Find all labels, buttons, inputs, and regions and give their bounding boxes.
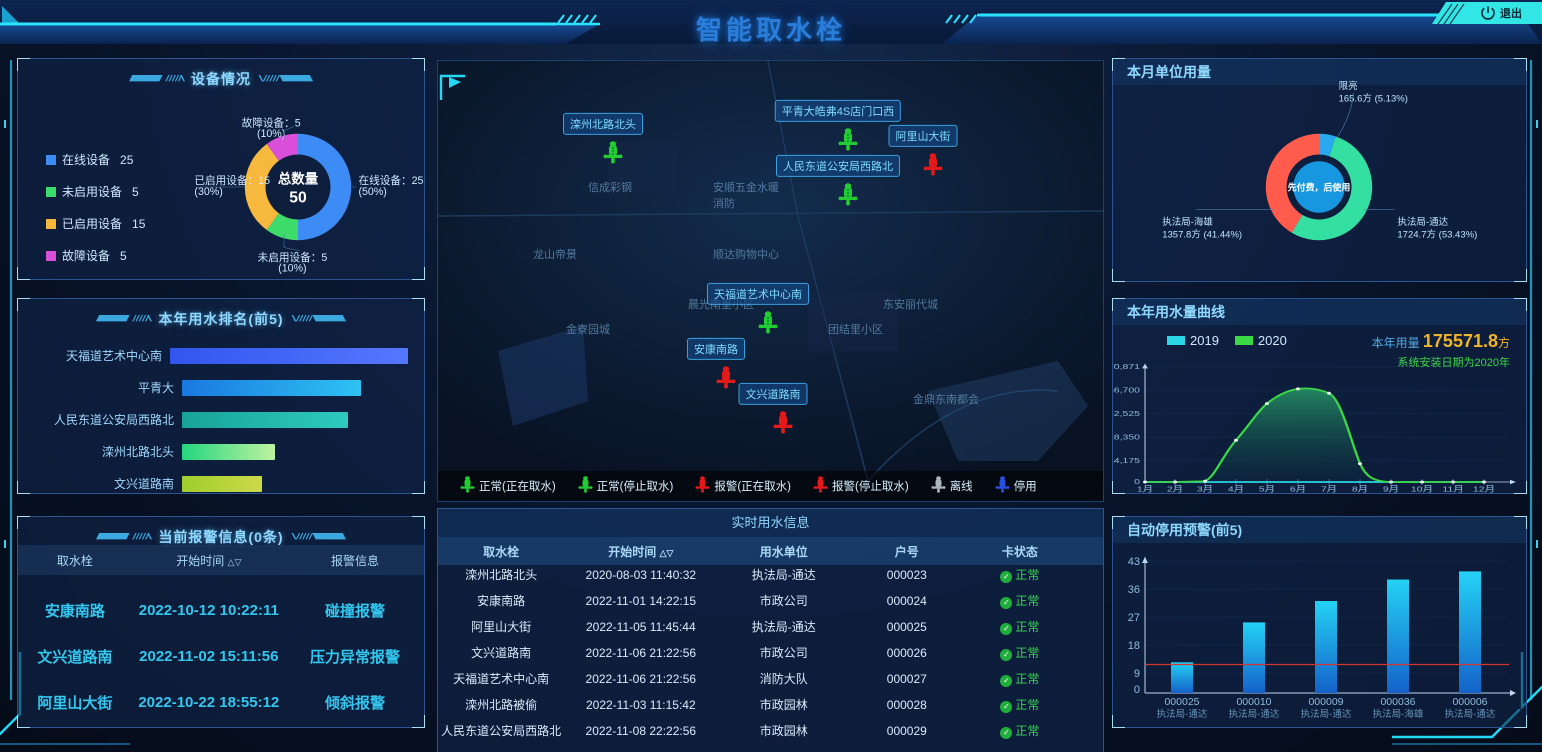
svg-text:43: 43: [1128, 556, 1140, 568]
svg-text:165.6方 (5.13%): 165.6方 (5.13%): [1339, 92, 1408, 104]
svg-text:3月: 3月: [1197, 485, 1213, 493]
svg-text:(10%): (10%): [257, 128, 285, 140]
svg-text:4月: 4月: [1228, 485, 1244, 493]
svg-text:执法局-通达: 执法局-通达: [1157, 708, 1208, 720]
svg-text:执法局-通达: 执法局-通达: [1397, 216, 1448, 228]
svg-text:(50%): (50%): [358, 186, 386, 198]
svg-text:0: 0: [1134, 684, 1140, 696]
svg-text:000025: 000025: [1164, 696, 1199, 708]
svg-text:未启用设备：5: 未启用设备：5: [258, 251, 328, 264]
svg-text:000010: 000010: [1236, 696, 1271, 708]
svg-text:(30%): (30%): [194, 186, 222, 198]
svg-text:14,175: 14,175: [1113, 456, 1140, 464]
svg-text:12月: 12月: [1473, 485, 1495, 493]
svg-text:1月: 1月: [1137, 485, 1153, 493]
svg-text:42,525: 42,525: [1113, 409, 1140, 417]
svg-text:36: 36: [1128, 584, 1140, 596]
svg-text:18: 18: [1128, 640, 1140, 652]
svg-text:11月: 11月: [1442, 485, 1463, 493]
svg-text:执法局-通达: 执法局-通达: [1229, 708, 1280, 720]
svg-text:执法局-通达: 执法局-通达: [1445, 708, 1496, 720]
svg-text:执法局-海雄: 执法局-海雄: [1162, 216, 1213, 228]
svg-text:9月: 9月: [1383, 485, 1399, 493]
svg-text:56,700: 56,700: [1113, 386, 1140, 394]
svg-text:已启用设备：15: 已启用设备：15: [194, 174, 270, 187]
svg-text:10月: 10月: [1411, 485, 1433, 493]
svg-text:50: 50: [289, 190, 307, 207]
svg-text:在线设备：25: 在线设备：25: [358, 174, 423, 187]
svg-text:总数量: 总数量: [278, 171, 319, 187]
svg-text:先付费，后使用: 先付费，后使用: [1288, 181, 1351, 192]
svg-text:9: 9: [1134, 668, 1140, 680]
svg-text:执法局-海雄: 执法局-海雄: [1373, 708, 1424, 720]
svg-text:70,871: 70,871: [1113, 362, 1140, 370]
svg-text:000006: 000006: [1452, 696, 1487, 708]
svg-text:1357.8方 (41.44%): 1357.8方 (41.44%): [1162, 228, 1242, 240]
svg-text:27: 27: [1128, 612, 1140, 624]
svg-text:执法局-通达: 执法局-通达: [1301, 708, 1352, 720]
svg-text:2月: 2月: [1167, 485, 1183, 493]
svg-text:退出: 退出: [1500, 6, 1522, 20]
svg-text:1724.7方 (53.43%): 1724.7方 (53.43%): [1397, 228, 1477, 240]
svg-text:(10%): (10%): [278, 263, 306, 275]
svg-text:8月: 8月: [1352, 485, 1368, 493]
svg-text:限亮: 限亮: [1339, 80, 1358, 92]
svg-text:000036: 000036: [1380, 696, 1415, 708]
svg-text:28,350: 28,350: [1113, 433, 1140, 441]
svg-text:7月: 7月: [1321, 485, 1337, 493]
svg-text:5月: 5月: [1259, 485, 1275, 493]
svg-text:000009: 000009: [1308, 696, 1343, 708]
svg-text:6月: 6月: [1290, 485, 1306, 493]
